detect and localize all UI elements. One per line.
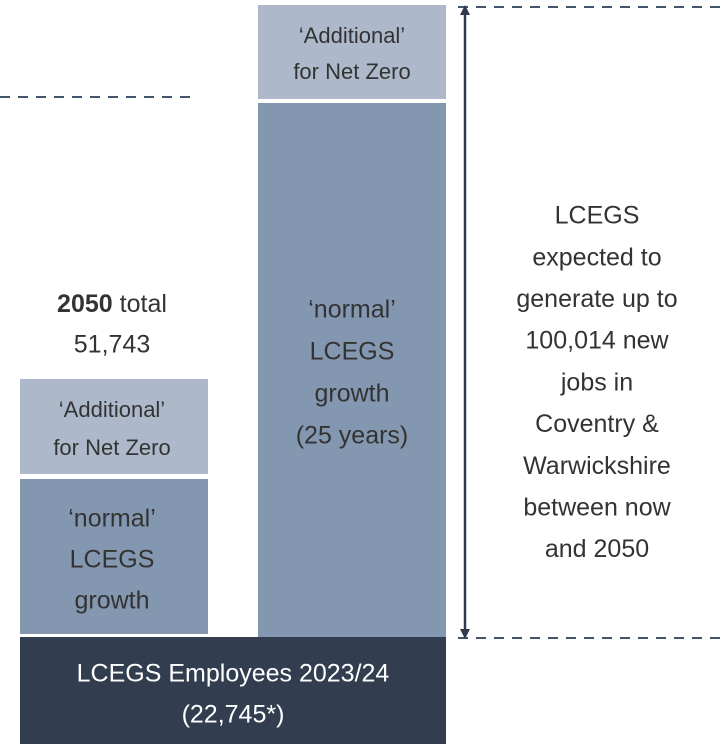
normal-block (258, 103, 446, 637)
note-line: Coventry & (535, 410, 659, 438)
block-label: ‘normal’ (68, 505, 156, 533)
note-line: and 2050 (545, 535, 649, 563)
total-label: 2050 total (57, 290, 167, 318)
base-block (20, 637, 446, 744)
block-label: for Net Zero (53, 435, 170, 460)
total-year: 2050 (57, 290, 113, 318)
base-label: (22,745*) (182, 701, 285, 729)
additional-block (258, 5, 446, 99)
note-line: between now (523, 494, 671, 522)
block-label: for Net Zero (293, 59, 410, 84)
note-line: expected to (532, 243, 661, 271)
block-label: growth (314, 380, 389, 408)
block-label: LCEGS (70, 546, 155, 574)
block-label: (25 years) (296, 422, 409, 450)
note-line: LCEGS (555, 202, 640, 230)
total-value: 51,743 (74, 331, 150, 359)
base-label: LCEGS Employees 2023/24 (77, 660, 390, 688)
block-label: growth (74, 587, 149, 615)
block-label: LCEGS (310, 338, 395, 366)
block-label: ‘Additional’ (59, 397, 165, 422)
note-line: jobs in (560, 368, 633, 396)
note-line: 100,014 new (525, 327, 669, 355)
normal-block (20, 479, 208, 634)
additional-block (20, 379, 208, 474)
note-line: Warwickshire (523, 452, 671, 480)
block-label: ‘Additional’ (299, 23, 405, 48)
block-label: ‘normal’ (308, 296, 396, 324)
note-line: generate up to (516, 285, 677, 313)
total-text: total (120, 290, 167, 318)
